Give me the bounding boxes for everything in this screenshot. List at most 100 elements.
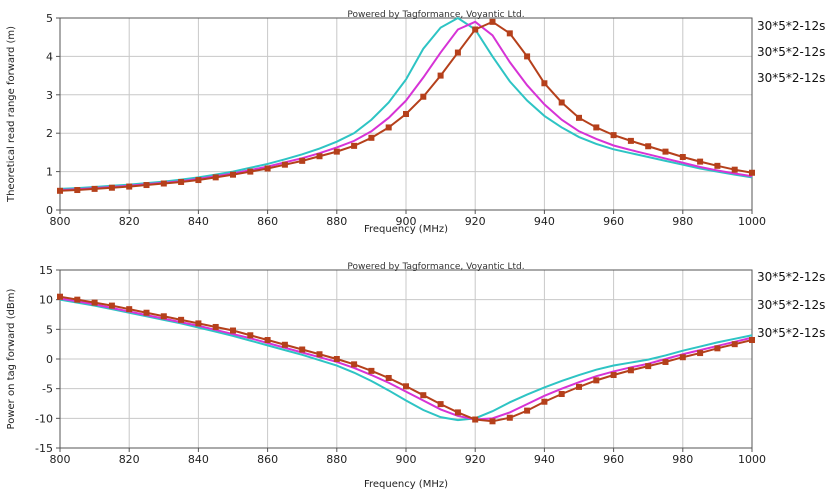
series-point bbox=[212, 174, 219, 181]
series-point bbox=[178, 178, 185, 185]
credit-text: Powered by Tagformance, Voyantic Ltd. bbox=[347, 10, 524, 20]
x-tick-label: 940 bbox=[534, 453, 555, 466]
y-tick-label: 10 bbox=[39, 294, 53, 307]
series-point bbox=[679, 354, 686, 361]
series-point bbox=[178, 316, 185, 323]
series-point bbox=[610, 372, 617, 379]
x-tick-label: 820 bbox=[119, 215, 140, 228]
x-tick-label: 840 bbox=[188, 215, 209, 228]
x-tick-label: 860 bbox=[257, 453, 278, 466]
series-point bbox=[593, 377, 600, 384]
series-point bbox=[160, 313, 167, 320]
y-tick-label: 2 bbox=[46, 127, 53, 140]
series-point bbox=[420, 392, 427, 399]
x-tick-label: 980 bbox=[672, 215, 693, 228]
series-point bbox=[385, 124, 392, 131]
y-tick-label: 5 bbox=[46, 323, 53, 336]
series-point bbox=[351, 361, 358, 368]
y-axis-label: Power on tag forward (dBm) bbox=[6, 288, 17, 429]
x-tick-label: 920 bbox=[465, 453, 486, 466]
y-tick-label: 0 bbox=[46, 204, 53, 217]
series-point bbox=[264, 165, 271, 172]
x-tick-label: 880 bbox=[326, 453, 347, 466]
series-point bbox=[403, 383, 409, 390]
series-point bbox=[333, 356, 340, 362]
series-point bbox=[662, 358, 669, 365]
series-point bbox=[662, 148, 669, 155]
series-point bbox=[195, 320, 202, 327]
series-point bbox=[645, 143, 652, 150]
series-point bbox=[714, 162, 721, 169]
series-point bbox=[576, 383, 582, 390]
legend-entry-1: 30*5*2-12s bbox=[757, 270, 825, 284]
series-point bbox=[524, 407, 531, 414]
plot-frame bbox=[59, 269, 753, 449]
y-tick-label: -10 bbox=[35, 412, 53, 425]
y-tick-label: -5 bbox=[42, 383, 53, 396]
series-point bbox=[697, 158, 704, 165]
series-point bbox=[731, 341, 738, 348]
series-point bbox=[74, 187, 81, 194]
series-line-2 bbox=[59, 297, 753, 421]
x-tick-label: 960 bbox=[603, 453, 624, 466]
series-point bbox=[195, 177, 202, 184]
series-point bbox=[506, 30, 513, 37]
series-point bbox=[714, 345, 721, 352]
series-point bbox=[368, 134, 375, 141]
x-tick-label: 1000 bbox=[738, 453, 766, 466]
x-tick-label: 800 bbox=[50, 453, 71, 466]
series-point bbox=[697, 350, 704, 357]
x-tick-label: 960 bbox=[603, 215, 624, 228]
series-point bbox=[627, 137, 634, 144]
series-point bbox=[299, 346, 306, 353]
series-point bbox=[489, 18, 496, 25]
x-axis-label: Frequency (MHz) bbox=[364, 479, 448, 490]
series-point bbox=[576, 114, 582, 121]
series-point bbox=[351, 142, 358, 149]
series-point bbox=[749, 169, 755, 176]
x-tick-label: 1000 bbox=[738, 215, 766, 228]
series-point bbox=[749, 337, 755, 344]
x-tick-label: 860 bbox=[257, 215, 278, 228]
y-tick-label: 3 bbox=[46, 89, 53, 102]
series-point bbox=[281, 341, 288, 348]
series-point bbox=[316, 153, 323, 160]
series-point bbox=[57, 187, 63, 194]
series-point bbox=[645, 363, 652, 370]
series-point bbox=[593, 124, 600, 131]
series-point bbox=[160, 180, 167, 187]
series-point bbox=[368, 367, 375, 374]
x-tick-label: 800 bbox=[50, 215, 71, 228]
series-point bbox=[230, 327, 236, 334]
series-point bbox=[316, 351, 323, 358]
credit-text: Powered by Tagformance, Voyantic Ltd. bbox=[347, 262, 524, 272]
legend-entry-2: 30*5*2-12s bbox=[757, 298, 825, 312]
series-point bbox=[489, 418, 496, 425]
x-tick-label: 820 bbox=[119, 453, 140, 466]
series-point bbox=[731, 166, 738, 173]
y-tick-label: 5 bbox=[46, 12, 53, 25]
y-tick-label: -15 bbox=[35, 442, 53, 455]
series-point bbox=[108, 184, 115, 191]
series-line-1 bbox=[59, 298, 753, 422]
series-point bbox=[230, 171, 236, 178]
series-point bbox=[74, 296, 81, 303]
x-tick-label: 920 bbox=[465, 215, 486, 228]
y-tick-label: 0 bbox=[46, 353, 53, 366]
series-point bbox=[454, 409, 461, 416]
series-point bbox=[610, 132, 617, 139]
series-point bbox=[385, 374, 392, 381]
series-point bbox=[558, 391, 565, 398]
series-point bbox=[57, 293, 63, 300]
series-point bbox=[143, 182, 150, 189]
series-point bbox=[264, 337, 271, 344]
series-point bbox=[454, 49, 461, 56]
series-point bbox=[506, 414, 513, 421]
series-point bbox=[541, 398, 548, 405]
legend-entry-2: 30*5*2-12s bbox=[757, 45, 825, 59]
series-point bbox=[524, 53, 531, 60]
series-point bbox=[299, 157, 306, 164]
series-point bbox=[403, 111, 409, 117]
series-point bbox=[108, 302, 115, 309]
x-tick-label: 880 bbox=[326, 215, 347, 228]
